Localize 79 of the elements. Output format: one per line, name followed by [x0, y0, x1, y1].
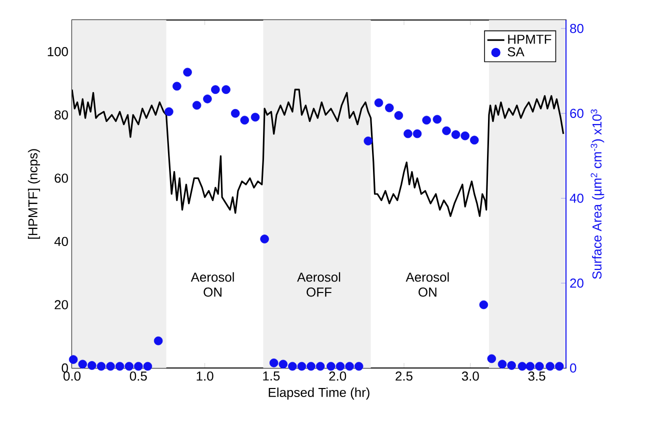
point — [442, 126, 451, 136]
y-tick-label: 0 — [62, 363, 68, 373]
point — [385, 103, 394, 112]
legend-label: HPMTF — [508, 34, 552, 44]
point — [345, 362, 354, 371]
point — [354, 362, 364, 371]
legend-label: SA — [508, 47, 524, 56]
point — [115, 362, 124, 371]
point — [78, 360, 88, 369]
annotation: Aerosol ON — [190, 272, 234, 297]
point — [535, 362, 544, 371]
x-tick-label: 0.0 — [64, 372, 81, 381]
point — [288, 362, 297, 371]
y-tick-label: 40 — [54, 236, 68, 246]
x-tick-label: 2.0 — [329, 372, 346, 381]
point — [278, 360, 288, 369]
point — [250, 112, 260, 122]
point — [326, 362, 336, 371]
x-tick-label: 1.5 — [263, 372, 280, 381]
y2-tick-label: 20 — [570, 278, 584, 288]
x-axis-title: Elapsed Time (hr) — [268, 388, 370, 400]
point — [164, 107, 174, 116]
annotation: Aerosol ON — [406, 272, 449, 297]
point — [364, 136, 373, 146]
y2-tick-label: 40 — [570, 194, 584, 203]
y2-tick-label: 80 — [570, 24, 584, 34]
point — [498, 360, 507, 369]
point — [203, 94, 212, 104]
point — [546, 362, 554, 371]
point — [192, 100, 202, 110]
point — [260, 234, 269, 244]
x-tick-label: 3.0 — [462, 372, 479, 381]
point — [432, 114, 442, 124]
y2-tick-label: 60 — [570, 108, 584, 118]
point — [526, 362, 535, 371]
point — [422, 116, 431, 125]
point — [68, 355, 78, 364]
y-tick-label: 100 — [48, 47, 68, 56]
y-axis-title: [HPMTF] (ncps) — [28, 149, 40, 239]
x-tick-label: 0.5 — [130, 372, 147, 381]
x-tick-label: 1.0 — [196, 372, 214, 381]
y-tick-label: 20 — [54, 300, 68, 310]
point — [124, 362, 134, 371]
point — [470, 136, 479, 144]
point — [412, 129, 422, 138]
point — [297, 362, 306, 371]
point — [404, 129, 412, 138]
point — [518, 362, 527, 371]
point — [172, 82, 182, 91]
y2-tick-label: 0 — [570, 363, 576, 373]
point — [451, 130, 460, 139]
point — [143, 362, 152, 371]
y-tick-label: 60 — [54, 174, 68, 183]
point — [336, 362, 345, 371]
point — [154, 336, 163, 346]
point — [230, 108, 240, 118]
point — [88, 361, 96, 370]
y-tick-label: 80 — [54, 110, 68, 120]
x-tick-label: 2.5 — [396, 372, 412, 381]
point — [96, 362, 106, 371]
point — [269, 358, 278, 368]
y2-axis-title: Surface Area (µm$^{2}$ cm$^{-3}$) x10$^{3}$ — [590, 109, 604, 279]
point — [183, 68, 192, 77]
x-tick-label: 3.5 — [528, 372, 546, 381]
annotation: Aerosol OFF — [297, 272, 340, 297]
point — [306, 362, 316, 371]
point — [316, 362, 325, 371]
point — [374, 98, 384, 108]
point — [554, 362, 564, 371]
point — [460, 131, 470, 140]
point — [479, 300, 488, 310]
point — [211, 85, 220, 94]
point — [394, 111, 404, 120]
point — [134, 362, 143, 371]
point — [507, 361, 516, 370]
point — [106, 362, 115, 371]
point — [222, 85, 230, 94]
point — [240, 116, 250, 125]
point — [487, 354, 496, 364]
